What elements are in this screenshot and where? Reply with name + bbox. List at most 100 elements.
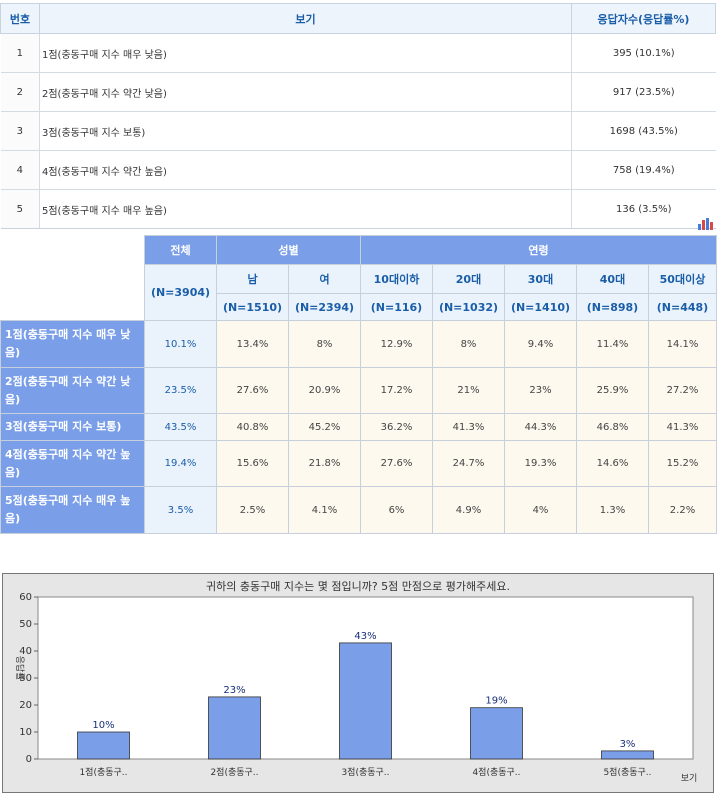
column-label: 남 — [216, 264, 289, 294]
bar — [208, 696, 261, 760]
data-cell: 21.8% — [288, 440, 361, 487]
row-label: 2점(충동구매 지수 약간 낮음) — [0, 367, 145, 414]
row-label: 3점(충동구매 지수 보통) — [0, 413, 145, 441]
data-cell: 15.6% — [216, 440, 289, 487]
x-tick-label: 5점(충동구.. — [603, 766, 651, 778]
row-total: 23.5% — [144, 367, 217, 414]
corner-blank — [0, 235, 145, 321]
data-cell: 44.3% — [504, 413, 577, 441]
row-option: 2점(충동구매 지수 약간 낮음) — [39, 72, 572, 112]
total-header: 전체 — [144, 235, 217, 265]
data-cell: 13.4% — [216, 320, 289, 368]
column-n: (N=1510) — [216, 293, 289, 321]
total-n: (N=3904) — [144, 264, 217, 321]
gender-header: 성별 — [216, 235, 361, 265]
data-cell: 8% — [432, 320, 505, 368]
row-option: 3점(충동구매 지수 보통) — [39, 111, 572, 151]
response-table-header: 번호 보기 응답자수(응답률%) — [0, 3, 716, 34]
table-row: 5 5점(충동구매 지수 매우 높음) 136 (3.5%) — [0, 189, 716, 229]
row-count: 395 (10.1%) — [571, 33, 716, 73]
column-n: (N=1032) — [432, 293, 505, 321]
data-cell: 27.6% — [216, 367, 289, 414]
row-option: 1점(충동구매 지수 매우 낮음) — [39, 33, 572, 73]
data-cell: 4.9% — [432, 486, 505, 534]
data-cell: 4.1% — [288, 486, 361, 534]
data-cell: 46.8% — [576, 413, 649, 441]
column-n: (N=1410) — [504, 293, 577, 321]
bar — [339, 642, 392, 760]
data-cell: 4% — [504, 486, 577, 534]
bar-value-label: 43% — [354, 631, 376, 642]
row-count: 758 (19.4%) — [571, 150, 716, 190]
chart-canvas: 0 10 20 30 40 50 60 응답률 10% 1점(충동구.. 23% 2점(충동구.. 43… — [14, 592, 698, 784]
row-total: 10.1% — [144, 320, 217, 368]
data-cell: 21% — [432, 367, 505, 414]
column-label: 50대이상 — [648, 264, 717, 294]
data-cell: 45.2% — [288, 413, 361, 441]
data-cell: 27.6% — [360, 440, 433, 487]
data-cell: 41.3% — [432, 413, 505, 441]
bar — [601, 750, 654, 760]
table-row: 2 2점(충동구매 지수 약간 낮음) 917 (23.5%) — [0, 72, 716, 112]
table-row: 1점(충동구매 지수 매우 낮음) 10.1% 13.4% 8% 12.9% 8% 9.4%… — [0, 320, 717, 368]
table-row: 3점(충동구매 지수 보통) 43.5% 40.8% 45.2% 36.2% 41.3% 4… — [0, 413, 717, 441]
x-tick-label: 2점(충동구.. — [210, 766, 258, 778]
table-row: 1 1점(충동구매 지수 매우 낮음) 395 (10.1%) — [0, 33, 716, 73]
age-header: 연령 — [360, 235, 717, 265]
header-no: 번호 — [0, 3, 40, 34]
x-axis-label: 보기 — [681, 773, 698, 784]
bar-chart-icon[interactable] — [698, 218, 713, 230]
table-row: 2점(충동구매 지수 약간 낮음) 23.5% 27.6% 20.9% 17.2% 21%… — [0, 367, 717, 414]
table-row: 4 4점(충동구매 지수 약간 높음) 758 (19.4%) — [0, 150, 716, 190]
bar-value-label: 3% — [620, 739, 636, 750]
column-n: (N=116) — [360, 293, 433, 321]
data-cell: 14.6% — [576, 440, 649, 487]
data-cell: 11.4% — [576, 320, 649, 368]
column-label: 20대 — [432, 264, 505, 294]
data-cell: 2.5% — [216, 486, 289, 534]
row-option: 4점(충동구매 지수 약간 높음) — [39, 150, 572, 190]
bar-chart: 귀하의 충동구매 지수는 몇 점입니까? 5점 만점으로 평가해주세요. 0 10… — [2, 573, 714, 793]
data-cell: 17.2% — [360, 367, 433, 414]
table-row: 4점(충동구매 지수 약간 높음) 19.4% 15.6% 21.8% 27.6% 24.… — [0, 440, 717, 487]
x-tick-label: 4점(충동구.. — [472, 766, 520, 778]
row-count: 136 (3.5%) — [571, 189, 716, 229]
column-n: (N=448) — [648, 293, 717, 321]
bar — [77, 731, 130, 760]
cross-tab-table: 전체 성별 연령 (N=3904) 남 여 10대이하 20대 30대 40대 50대이상 … — [0, 235, 717, 534]
data-cell: 24.7% — [432, 440, 505, 487]
bar-value-label: 10% — [92, 720, 114, 731]
column-label: 30대 — [504, 264, 577, 294]
data-cell: 15.2% — [648, 440, 717, 487]
header-option: 보기 — [39, 3, 572, 34]
data-cell: 19.3% — [504, 440, 577, 487]
y-axis-label: 응답률 — [14, 656, 26, 681]
data-cell: 40.8% — [216, 413, 289, 441]
data-cell: 25.9% — [576, 367, 649, 414]
data-cell: 41.3% — [648, 413, 717, 441]
data-cell: 23% — [504, 367, 577, 414]
data-cell: 14.1% — [648, 320, 717, 368]
y-tick-label: 10 — [19, 727, 32, 738]
row-count: 917 (23.5%) — [571, 72, 716, 112]
data-cell: 20.9% — [288, 367, 361, 414]
row-number: 3 — [0, 111, 40, 151]
row-option: 5점(충동구매 지수 매우 높음) — [39, 189, 572, 229]
column-label: 10대이하 — [360, 264, 433, 294]
row-number: 4 — [0, 150, 40, 190]
column-label: 40대 — [576, 264, 649, 294]
row-number: 2 — [0, 72, 40, 112]
bar-value-label: 23% — [223, 685, 245, 696]
y-tick-label: 0 — [26, 754, 32, 765]
row-total: 19.4% — [144, 440, 217, 487]
column-n: (N=898) — [576, 293, 649, 321]
response-table: 번호 보기 응답자수(응답률%) 1 1점(충동구매 지수 매우 낮음) 395 (… — [0, 3, 716, 229]
data-cell: 27.2% — [648, 367, 717, 414]
y-tick-label: 20 — [19, 700, 32, 711]
column-label: 여 — [288, 264, 361, 294]
bar — [470, 707, 523, 760]
chart-title: 귀하의 충동구매 지수는 몇 점입니까? 5점 만점으로 평가해주세요. — [206, 580, 510, 593]
data-cell: 1.3% — [576, 486, 649, 534]
bar-value-label: 19% — [485, 696, 507, 707]
row-label: 1점(충동구매 지수 매우 낮음) — [0, 320, 145, 368]
